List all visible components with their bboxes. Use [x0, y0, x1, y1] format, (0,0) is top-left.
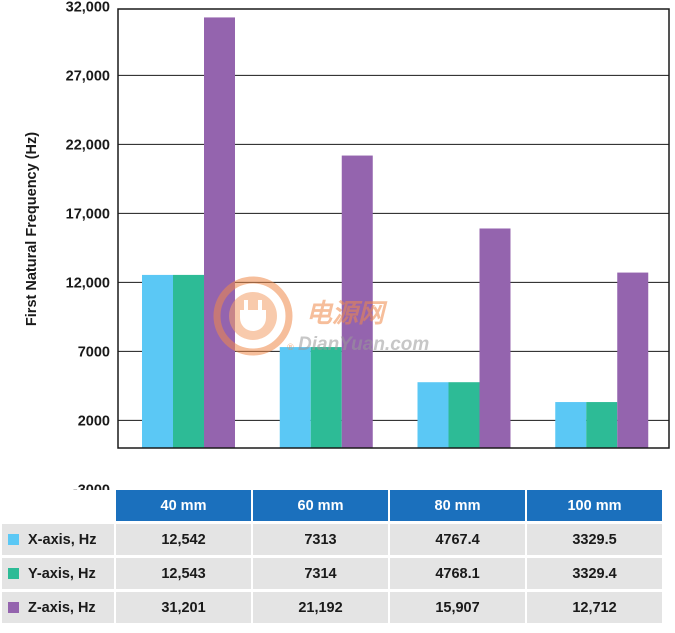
bar [617, 272, 649, 448]
bar [448, 382, 480, 448]
y-tick-label: 27,000 [66, 68, 110, 84]
y-tick-label: 12,000 [66, 275, 110, 291]
legend-swatch [8, 567, 19, 579]
bar [204, 17, 235, 448]
y-tick-label: 2000 [78, 413, 110, 429]
table-cell: 7314 [253, 558, 388, 589]
column-header: 100 mm [527, 490, 662, 521]
column-header: 80 mm [390, 490, 525, 521]
watermark-latin: DianYuan.com [298, 334, 429, 355]
table-cell: 3329.4 [527, 558, 662, 589]
bar [586, 402, 618, 448]
column-header: 60 mm [253, 490, 388, 521]
legend-swatch [8, 533, 19, 545]
plot-frame [117, 8, 670, 449]
watermark-logo: 电源网 ® DianYuan.com [213, 276, 429, 356]
table-cell: 15,907 [390, 592, 525, 623]
table-corner [2, 490, 114, 521]
bar [142, 274, 173, 448]
y-tick-labels: 32,000 27,000 22,000 17,000 12,000 7000 2000 -3… [66, 0, 110, 490]
table-cell: 31,201 [116, 592, 251, 623]
data-table: 40 mm 60 mm 80 mm 100 mm X-axis, Hz 12,5… [0, 487, 664, 626]
table-cell: 21,192 [253, 592, 388, 623]
y-tick-label: -3000 [73, 482, 110, 490]
table-cell: 7313 [253, 524, 388, 555]
row-label: Z-axis, Hz [2, 592, 114, 623]
bars [142, 17, 649, 448]
table-cell: 4767.4 [390, 524, 525, 555]
y-axis-label: First Natural Frequency (Hz) [24, 132, 40, 326]
table-row: X-axis, Hz 12,542 7313 4767.4 3329.5 [2, 524, 662, 555]
y-tick-label: 22,000 [66, 137, 110, 153]
table-row: Y-axis, Hz 12,543 7314 4768.1 3329.4 [2, 558, 662, 589]
table-cell: 12,542 [116, 524, 251, 555]
y-tick-label: 17,000 [66, 206, 110, 222]
table-cell: 3329.5 [527, 524, 662, 555]
bar-chart: 32,000 27,000 22,000 17,000 12,000 7000 2000 -3… [24, 0, 670, 490]
bar [341, 155, 373, 448]
legend-swatch [8, 601, 19, 613]
row-label: Y-axis, Hz [2, 558, 114, 589]
bar [479, 228, 511, 448]
table-cell: 12,712 [527, 592, 662, 623]
column-header: 40 mm [116, 490, 251, 521]
bar [279, 347, 311, 448]
watermark-symbol: ® [287, 342, 294, 352]
row-label: X-axis, Hz [2, 524, 114, 555]
y-tick-label: 7000 [78, 344, 110, 360]
table-row: Z-axis, Hz 31,201 21,192 15,907 12,712 [2, 592, 662, 623]
bar [555, 402, 587, 448]
bar [173, 274, 204, 448]
table-header-row: 40 mm 60 mm 80 mm 100 mm [2, 490, 662, 521]
table-cell: 4768.1 [390, 558, 525, 589]
bar [417, 382, 449, 448]
bar [310, 347, 342, 448]
y-tick-label: 32,000 [66, 0, 110, 15]
watermark-chinese: 电源网 [306, 298, 388, 328]
table-cell: 12,543 [116, 558, 251, 589]
